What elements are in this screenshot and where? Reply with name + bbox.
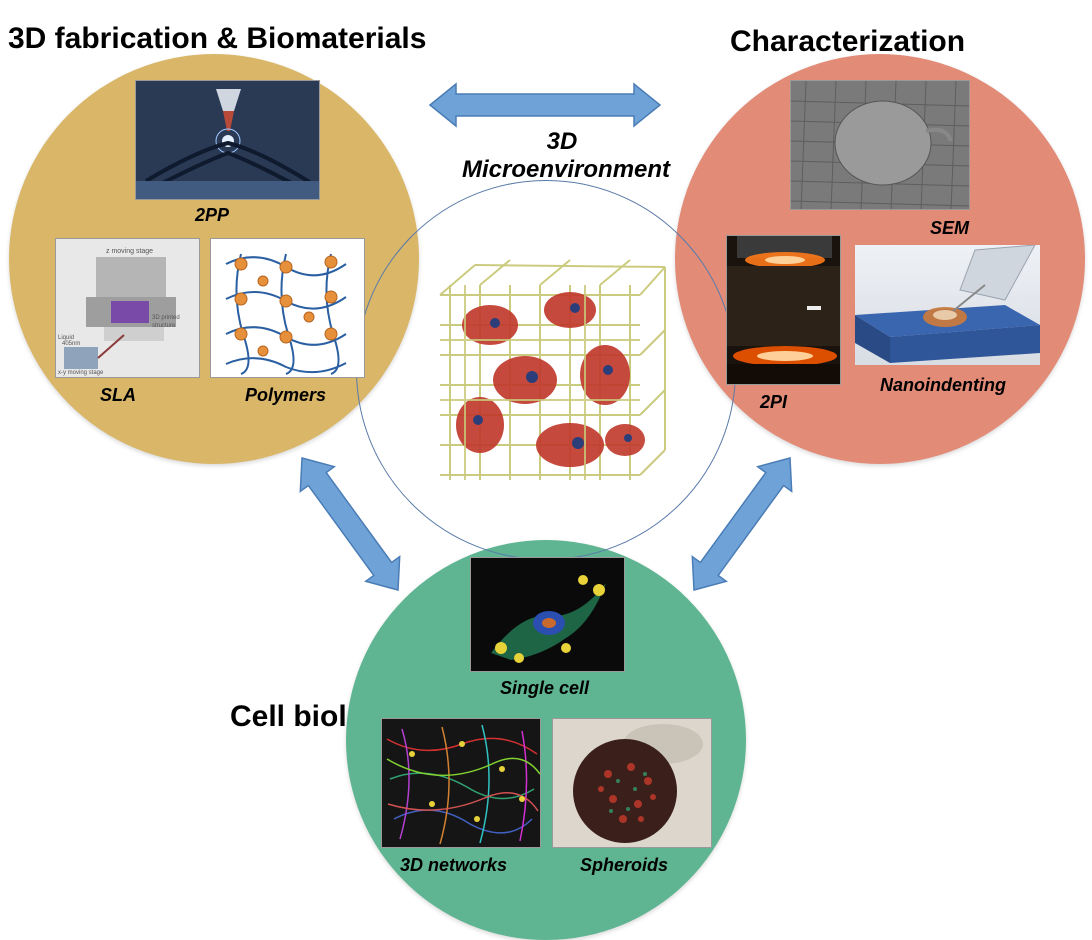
svg-text:3D printed: 3D printed bbox=[152, 315, 180, 321]
label-networks: 3D networks bbox=[400, 855, 507, 876]
thumb-2pi bbox=[726, 235, 841, 385]
thumb-single bbox=[470, 557, 625, 672]
center-label: 3D Microenvironment bbox=[462, 128, 662, 184]
svg-text:z moving stage: z moving stage bbox=[106, 248, 153, 255]
thumb-nano bbox=[855, 245, 1040, 365]
svg-text:405nm: 405nm bbox=[62, 341, 80, 347]
svg-text:x-y moving stage: x-y moving stage bbox=[58, 370, 104, 376]
label-2pi: 2PI bbox=[760, 392, 787, 413]
center-label-line1: 3D bbox=[547, 128, 578, 155]
svg-text:structure: structure bbox=[152, 323, 176, 329]
label-spheroids: Spheroids bbox=[580, 855, 668, 876]
thumb-polymers bbox=[210, 238, 365, 378]
label-nano: Nanoindenting bbox=[880, 375, 1006, 396]
thumb-networks bbox=[381, 718, 541, 848]
thumb-sem bbox=[790, 80, 970, 210]
svg-text:Liquid: Liquid bbox=[58, 335, 74, 341]
center-label-line2: Microenvironment bbox=[462, 156, 670, 183]
label-single: Single cell bbox=[500, 678, 589, 699]
label-2pp: 2PP bbox=[195, 205, 229, 226]
thumb-sla: z moving stage 3D printed structure 405n… bbox=[55, 238, 200, 378]
center-cube-icon bbox=[420, 255, 670, 495]
label-sem: SEM bbox=[930, 218, 969, 239]
label-polymers: Polymers bbox=[245, 385, 326, 406]
label-sla: SLA bbox=[100, 385, 136, 406]
thumb-2pp bbox=[135, 80, 320, 200]
thumb-spheroids bbox=[552, 718, 712, 848]
